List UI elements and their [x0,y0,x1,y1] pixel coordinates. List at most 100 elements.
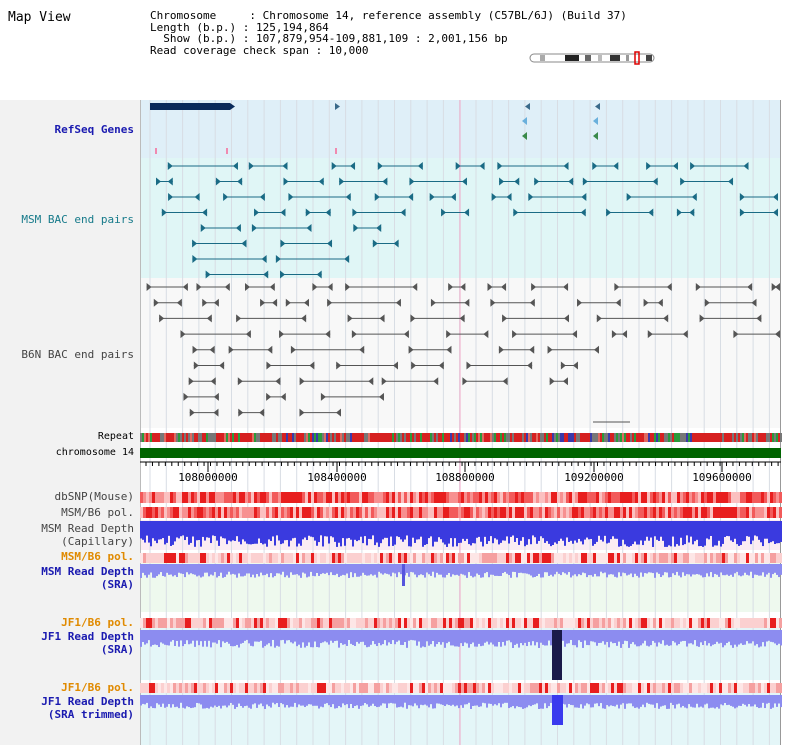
bac-end-marker [462,377,468,386]
msm-cap-depth-bar [362,521,364,544]
jf1-pol2-cell [530,683,533,693]
track-label-chromosome[interactable]: chromosome 14 [55,447,134,458]
msm-cap-depth-bar [422,521,424,547]
msm-cap-depth-bar [412,521,414,538]
msm-cap-depth-bar [294,521,296,538]
msm-pol2-cell [764,553,767,563]
jf1-sra-depth-bar [424,630,426,648]
track-label-b6n-bac[interactable]: B6N BAC end pairs [21,348,134,361]
jf1-sra-depth-bar [640,630,642,646]
msm-pol2-cell [443,553,446,563]
track-label-jf1-b6-pol-2[interactable]: JF1/B6 pol. [61,681,134,694]
dbsnp-cell [686,492,689,503]
msm-pol2-cell [536,553,539,563]
jf1-pol2-cell [236,683,239,693]
msm-sra-depth-bar [316,564,318,573]
jf1-sra-depth-bar [202,630,204,647]
jf1-sra-depth-bar [274,630,276,648]
jf1-sra-depth-bar [260,630,262,641]
jf1-pol2-cell [464,683,467,693]
track-label-dbsnp[interactable]: dbSNP(Mouse) [54,490,134,503]
dbsnp-cell [590,492,593,503]
msm-sra-depth-bar [536,564,538,577]
msm-cap-depth-bar [588,521,590,540]
msm-sra-depth-bar [728,564,730,576]
jf1-trim-depth-bar [364,695,366,704]
msm-cap-depth-bar [604,521,606,536]
jf1-sra-depth-bar [706,630,708,646]
jf1-pol2-cell [497,683,500,693]
repeat-segment [514,433,516,442]
msm-pol-cell [395,507,398,518]
jf1-pol-cell [524,618,527,628]
dbsnp-cell [488,492,491,503]
jf1-pol2-cell [668,683,671,693]
jf1-sra-depth-bar [762,630,764,643]
jf1-pol-cell [614,618,617,628]
msm-sra-depth-bar [312,564,314,576]
repeat-segment [632,433,634,442]
jf1-pol-cell [434,618,437,628]
track-label-refseq[interactable]: RefSeq Genes [54,123,134,136]
msm-cap-depth-bar [590,521,592,539]
track-label-jf1-depth-trimmed[interactable]: JF1 Read Depth [41,695,134,708]
dbsnp-cell [320,492,323,503]
dbsnp-cell [347,492,350,503]
jf1-sra-depth-bar [382,630,384,645]
dbsnp-cell [332,492,335,503]
track-label-msm-bac[interactable]: MSM BAC end pairs [21,213,134,226]
jf1-pol2-cell [443,683,446,693]
track-label-jf1-b6-pol-1[interactable]: JF1/B6 pol. [61,616,134,629]
track-label-jf1-depth-sra[interactable]: JF1 Read Depth [41,630,134,643]
track-label-msm-depth-capillary[interactable]: MSM Read Depth [41,522,134,535]
jf1-pol-cell [410,618,413,628]
msm-cap-depth-bar [666,521,668,547]
jf1-pol2-cell [611,683,614,693]
jf1-pol2-cell [644,683,647,693]
msm-cap-depth-bar [708,521,710,540]
repeat-segment [156,433,158,442]
jf1-pol-cell [656,618,659,628]
repeat-segment [678,433,680,442]
jf1-pol2-cell [332,683,335,693]
msm-cap-depth-bar [234,521,236,541]
jf1-trim-depth-bar [772,695,774,708]
jf1-pol2-cell [680,683,683,693]
track-label-msm-b6-pol-1[interactable]: MSM/B6 pol. [61,506,134,519]
msm-pol-cell [383,507,386,518]
jf1-pol-cell [329,618,332,628]
bac-end-marker [359,345,365,354]
track-label-repeat[interactable]: Repeat [97,431,134,442]
msm-sra-depth-bar [516,564,518,578]
repeat-segment [348,433,350,442]
bac-end-marker [411,361,417,370]
msm-cap-depth-bar [556,521,558,544]
jf1-pol-cell [452,618,455,628]
jf1-sra-depth-bar [350,630,352,644]
jf1-pol-cell [647,618,650,628]
bac-end-marker [393,361,399,370]
jf1-sra-depth-bar [616,630,618,646]
msm-cap-depth-bar [630,521,632,546]
msm-cap-depth-bar [386,521,388,538]
msm-sra-depth-bar [330,564,332,573]
msm-pol-cell [329,507,332,518]
jf1-sra-depth-bar [380,630,382,646]
track-label-msm-b6-pol-2[interactable]: MSM/B6 pol. [61,550,134,563]
dbsnp-cell [743,492,746,503]
track-label-msm-depth-sra[interactable]: MSM Read Depth [41,565,134,578]
jf1-pol2-cell [710,683,713,693]
jf1-pol-cell [695,618,698,628]
msm-cap-depth-bar [426,521,428,545]
msm-sra-depth-bar [776,564,778,575]
repeat-segment [570,433,572,442]
msm-sra-depth-bar [300,564,302,578]
msm-pol2-cell [635,553,638,563]
jf1-sra-depth-bar [190,630,192,644]
jf1-pol2-cell [581,683,584,693]
msm-pol2-cell [524,553,527,563]
bac-end-marker [490,298,496,307]
dbsnp-cell [542,492,545,503]
jf1-pol-cell [551,618,554,628]
msm-pol-cell [473,507,476,518]
